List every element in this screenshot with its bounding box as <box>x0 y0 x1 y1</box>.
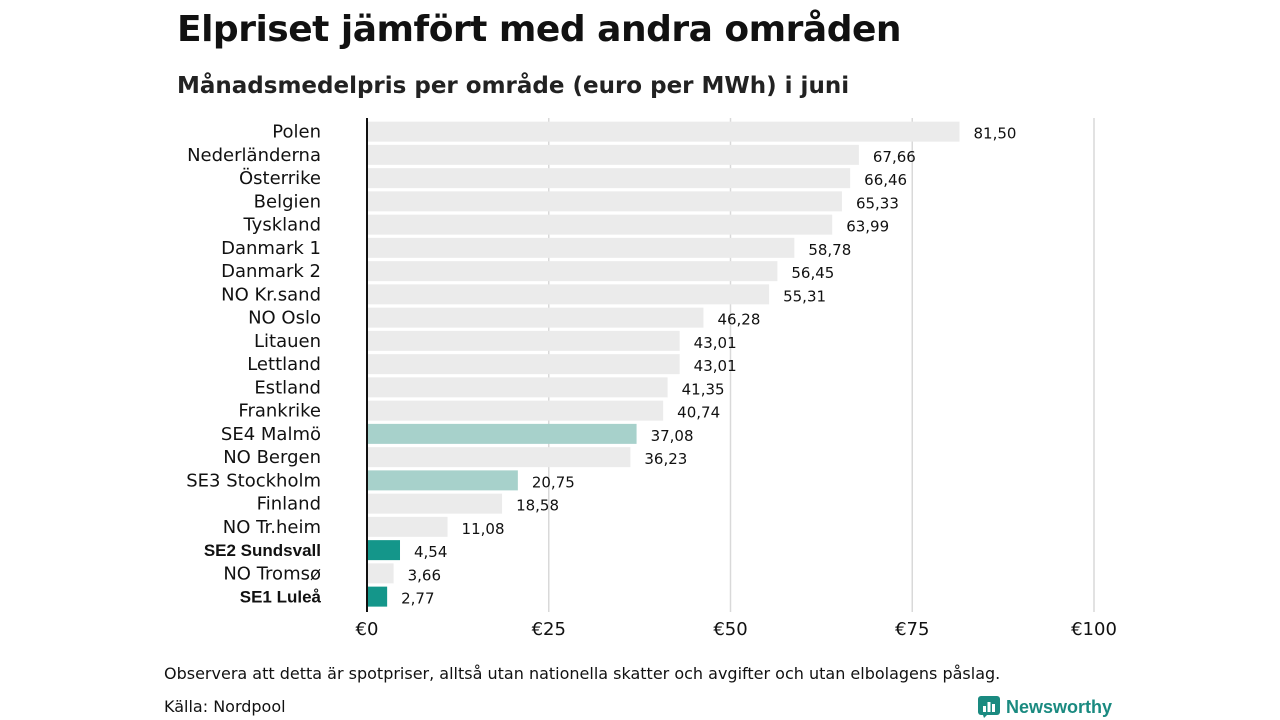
category-label: NO Oslo <box>248 308 321 329</box>
value-label: 63,99 <box>846 218 889 236</box>
bar <box>367 261 778 282</box>
value-label: 36,23 <box>644 450 687 468</box>
category-label: Tyskland <box>242 215 321 236</box>
chart-subtitle: Månadsmedelpris per område (euro per MWh… <box>177 73 850 99</box>
category-label: NO Bergen <box>223 447 321 468</box>
value-label: 65,33 <box>856 194 899 212</box>
bar <box>367 563 394 584</box>
bar <box>367 400 664 421</box>
chart-title: Elpriset jämfört med andra områden <box>177 9 902 50</box>
category-label: NO Tr.heim <box>223 517 321 538</box>
category-label: Österrike <box>239 167 321 189</box>
bar <box>367 284 770 305</box>
newsworthy-logo-icon <box>978 696 1000 718</box>
value-label: 41,35 <box>682 380 725 398</box>
category-label: SE2 Sundsvall <box>204 541 321 560</box>
value-label: 3,66 <box>408 566 441 584</box>
bar <box>367 470 518 491</box>
category-label: NO Kr.sand <box>221 284 321 305</box>
bar <box>367 540 401 561</box>
value-label: 4,54 <box>414 543 447 561</box>
value-label: 55,31 <box>783 287 826 305</box>
x-tick-label: €100 <box>1071 619 1117 640</box>
value-label: 20,75 <box>532 473 575 491</box>
bar <box>367 121 960 142</box>
bar <box>367 447 631 468</box>
value-label: 56,45 <box>791 264 834 282</box>
value-label: 11,08 <box>462 520 505 538</box>
x-tick-label: €25 <box>532 619 566 640</box>
category-label: Danmark 1 <box>221 238 321 259</box>
bar <box>367 214 833 235</box>
value-label: 18,58 <box>516 497 559 515</box>
bar <box>367 493 503 514</box>
bar <box>367 237 795 258</box>
bar <box>367 377 668 398</box>
bar <box>367 307 704 328</box>
value-label: 46,28 <box>717 311 760 329</box>
value-label: 66,46 <box>864 171 907 189</box>
value-label: 81,50 <box>974 125 1017 143</box>
bar <box>367 191 842 212</box>
source-label: Källa: Nordpool <box>164 697 286 716</box>
brand-logo: Newsworthy <box>978 694 1112 720</box>
x-tick-label: €50 <box>713 619 747 640</box>
value-label: 67,66 <box>873 148 916 166</box>
value-label: 40,74 <box>677 404 720 422</box>
bar <box>367 423 637 444</box>
x-tick-label: €0 <box>356 619 379 640</box>
category-label: Frankrike <box>238 401 321 422</box>
category-label: SE1 Luleå <box>240 588 322 607</box>
value-label: 37,08 <box>651 427 694 445</box>
category-label: Nederländerna <box>187 145 321 166</box>
value-label: 58,78 <box>808 241 851 259</box>
bar <box>367 168 851 189</box>
category-label: Litauen <box>254 331 321 352</box>
value-label: 43,01 <box>694 357 737 375</box>
category-label: Lettland <box>247 354 321 375</box>
category-label: Polen <box>272 122 321 143</box>
category-label: SE3 Stockholm <box>186 470 321 491</box>
value-label: 2,77 <box>401 590 434 608</box>
x-axis-ticks: €0 €25 €50 €75 €100 <box>356 619 1117 640</box>
bar <box>367 330 680 351</box>
value-labels: 81,50 67,66 66,46 65,33 63,99 58,78 56,45 55,31… <box>401 125 1016 608</box>
bar <box>367 586 388 607</box>
category-label: Finland <box>257 494 321 515</box>
footnote: Observera att detta är spotpriser, allts… <box>164 664 1001 683</box>
category-label: Estland <box>254 377 321 398</box>
category-label: NO Tromsø <box>223 563 321 584</box>
category-label: Danmark 2 <box>221 261 321 282</box>
bar <box>367 516 448 537</box>
category-label: Belgien <box>254 191 321 212</box>
category-label: SE4 Malmö <box>221 424 321 445</box>
brand-name: Newsworthy <box>1006 696 1113 717</box>
bar <box>367 354 680 375</box>
bar <box>367 144 859 165</box>
x-tick-label: €75 <box>895 619 929 640</box>
value-label: 43,01 <box>694 334 737 352</box>
bars <box>367 121 960 607</box>
